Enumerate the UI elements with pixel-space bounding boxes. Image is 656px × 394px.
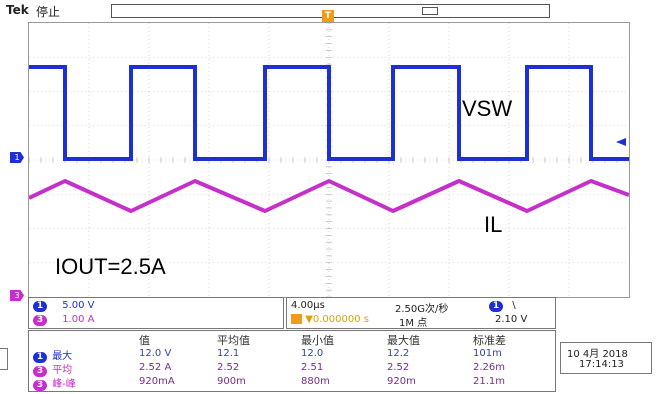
trigger-source: 1 \ bbox=[489, 300, 516, 312]
record-length: 1M 点 bbox=[399, 318, 428, 329]
ch1-scale-row[interactable]: 1 5.00 V bbox=[33, 300, 94, 312]
meas-label: 平均 bbox=[52, 365, 73, 376]
il-annotation: IL bbox=[484, 212, 503, 237]
ch1-badge: 1 bbox=[33, 301, 47, 312]
vsw-trace bbox=[29, 65, 629, 161]
meas-mean: 12.1 bbox=[217, 348, 240, 359]
meas-row-ch3-mean[interactable]: 3 平均 bbox=[33, 361, 72, 377]
datetime-panel: 10 4月 2018 17:14:13 bbox=[560, 342, 652, 374]
meas-max: 2.52 bbox=[387, 362, 410, 373]
waveform-display[interactable] bbox=[28, 22, 630, 298]
meas-value: 920mA bbox=[139, 376, 175, 387]
il-trace bbox=[29, 179, 629, 213]
acquisition-status: 停止 bbox=[36, 5, 61, 19]
meas-row-badge: 3 bbox=[33, 366, 47, 377]
sample-rate: 2.50G次/秒 bbox=[395, 304, 449, 315]
date-readout: 10 4月 2018 bbox=[567, 349, 628, 360]
meas-header-min: 最小值 bbox=[301, 334, 334, 347]
ch3-badge: 3 bbox=[33, 315, 47, 326]
vsw-annotation: VSW bbox=[462, 96, 513, 121]
time-readout: 17:14:13 bbox=[579, 359, 624, 370]
meas-label: 最大 bbox=[52, 351, 73, 362]
meas-row-badge: 3 bbox=[33, 380, 47, 391]
meas-max: 12.2 bbox=[387, 348, 410, 359]
trigger-slope-icon: \ bbox=[512, 300, 516, 311]
meas-header-max: 最大值 bbox=[387, 334, 420, 347]
trigger-level: 2.10 V bbox=[495, 314, 528, 325]
meas-header-stddev: 标准差 bbox=[473, 334, 506, 347]
waveform-svg bbox=[29, 23, 629, 297]
timebase-panel[interactable]: 4.00µs ▼0.000000 s 2.50G次/秒 1M 点 1 \ 2.1… bbox=[286, 297, 556, 329]
ch1-scale: 5.00 V bbox=[62, 300, 95, 311]
trigger-level-marker[interactable] bbox=[616, 138, 626, 146]
ch1-ground-marker[interactable]: 1 bbox=[10, 152, 24, 163]
meas-row-ch1-max[interactable]: 1 最大 bbox=[33, 347, 72, 363]
meas-value: 12.0 V bbox=[139, 348, 172, 359]
iout-annotation: IOUT=2.5A bbox=[55, 254, 166, 279]
meas-stddev: 21.1m bbox=[473, 376, 506, 387]
meas-min: 12.0 bbox=[301, 348, 324, 359]
trigger-t-icon bbox=[291, 314, 302, 324]
meas-header-mean: 平均值 bbox=[217, 334, 250, 347]
trigger-source-badge: 1 bbox=[489, 301, 503, 312]
meas-stddev: 2.26m bbox=[473, 362, 506, 373]
side-handle[interactable] bbox=[0, 348, 8, 370]
meas-row-badge: 1 bbox=[33, 352, 47, 363]
meas-row-ch3-pkpk[interactable]: 3 峰-峰 bbox=[33, 375, 76, 391]
timebase-scale: 4.00µs bbox=[291, 300, 325, 311]
channel-scale-panel: 1 5.00 V 3 1.00 A bbox=[28, 297, 284, 329]
trigger-position-readout: ▼0.000000 s bbox=[291, 314, 369, 325]
record-view-window[interactable] bbox=[422, 7, 438, 15]
ch3-scale: 1.00 A bbox=[62, 314, 95, 325]
brand-logo: Tek bbox=[6, 3, 29, 17]
meas-max: 920m bbox=[387, 376, 416, 387]
meas-mean: 2.52 bbox=[217, 362, 240, 373]
ch3-ground-marker[interactable]: 3 bbox=[10, 290, 24, 301]
ch3-scale-row[interactable]: 3 1.00 A bbox=[33, 314, 94, 326]
meas-label: 峰-峰 bbox=[52, 379, 76, 390]
meas-value: 2.52 A bbox=[139, 362, 172, 373]
meas-mean: 900m bbox=[217, 376, 246, 387]
meas-min: 2.51 bbox=[301, 362, 324, 373]
meas-min: 880m bbox=[301, 376, 330, 387]
meas-header-value: 值 bbox=[139, 334, 150, 347]
measurement-panel[interactable]: 值 平均值 最小值 最大值 标准差 1 最大 12.0 V 12.1 12.0 … bbox=[28, 330, 556, 392]
meas-stddev: 101m bbox=[473, 348, 502, 359]
trigger-position-marker[interactable]: T bbox=[322, 10, 334, 22]
